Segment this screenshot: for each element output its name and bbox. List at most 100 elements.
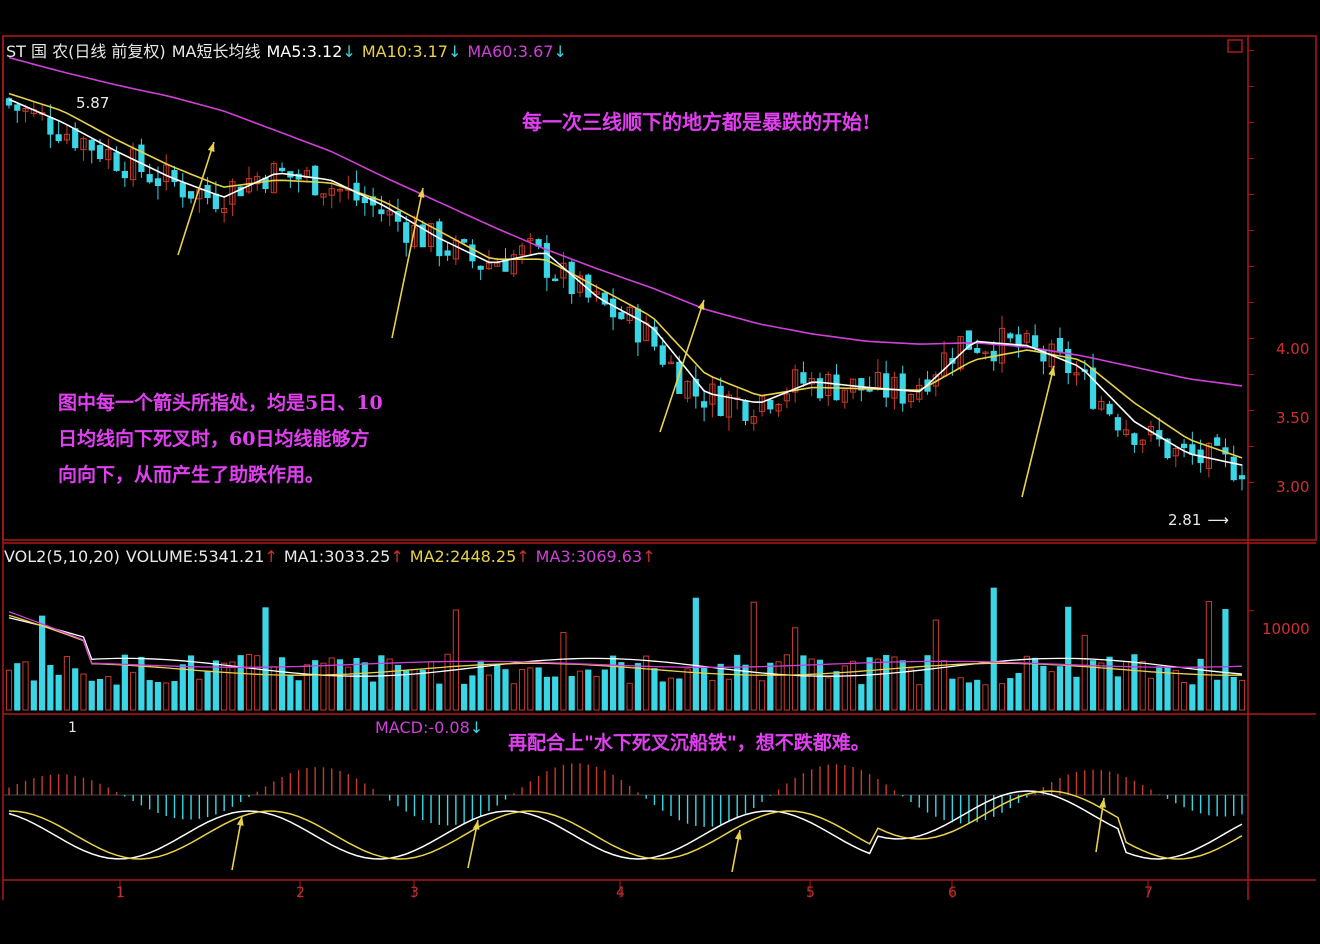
volume-up-bar (626, 682, 633, 711)
volume-down-bar (394, 664, 402, 711)
up-candle (328, 188, 335, 196)
up-candle (684, 380, 691, 399)
down-candle (1007, 333, 1014, 339)
volume-down-bar (816, 659, 824, 711)
price-tick: 3.00 (1276, 478, 1310, 496)
volume-up-bar (775, 661, 782, 711)
volume-up-bar (667, 677, 675, 711)
up-candle (825, 373, 832, 397)
down-candle (5, 98, 13, 106)
volume-down-bar (403, 670, 410, 711)
volume-up-bar (998, 683, 1006, 711)
volume-ma3-line (8, 611, 1243, 668)
window-restore-icon (1227, 39, 1243, 53)
volume-up-bar (940, 660, 948, 711)
volume-up-bar (1123, 661, 1130, 711)
macd-dif-line (8, 790, 1243, 860)
volume-up-bar (22, 661, 29, 711)
volume-up-bar (510, 683, 517, 711)
up-candle (1172, 448, 1179, 457)
volume-down-bar (601, 669, 608, 711)
volume-up-bar (229, 661, 236, 711)
volume-down-bar (72, 668, 79, 711)
volume-up-bar (841, 665, 848, 711)
down-candle (187, 191, 195, 199)
volume-up-bar (130, 671, 137, 711)
volume-down-bar (1214, 679, 1221, 711)
ma5-down-icon: ↓ (342, 42, 356, 61)
vol-ma2-value: MA2:2448.25 (409, 547, 517, 566)
volume-tick: 10000 (1262, 620, 1310, 638)
volume-down-bar (924, 655, 931, 711)
down-candle (444, 250, 451, 256)
volume-up-bar (386, 658, 393, 711)
volume-down-bar (278, 657, 286, 711)
volume-down-bar (336, 659, 344, 711)
down-candle (767, 399, 774, 410)
up-candle (320, 193, 327, 198)
volume-up-bar (328, 657, 335, 711)
up-candle (1139, 439, 1146, 445)
up-candle (386, 210, 393, 216)
macd-header: MACD:-0.08↓ (375, 718, 489, 737)
volume-up-bar (1180, 681, 1188, 711)
macd-death-cross-arrow-head (472, 820, 480, 830)
vol-ma3-up-icon: ↑ (642, 547, 656, 566)
volume-up-bar (825, 677, 832, 711)
low-price-arrow-icon: ⟶ (1207, 511, 1229, 529)
down-candle (1238, 475, 1246, 480)
up-candle (1205, 442, 1212, 469)
volume-down-bar (1164, 667, 1171, 711)
high-price-label: 5.87 (76, 94, 110, 112)
up-candle (527, 238, 534, 242)
volume-up-bar (709, 679, 716, 711)
death-cross-arrow-head (697, 300, 705, 310)
date-tick: 7 (1144, 885, 1153, 901)
volume-down-bar (767, 662, 774, 711)
volume-down-bar (1089, 660, 1097, 711)
volume-up-bar (1139, 661, 1146, 711)
volume-up-bar (105, 676, 112, 711)
down-candle (461, 239, 468, 243)
up-candle (105, 149, 112, 161)
volume-up-bar (1147, 677, 1155, 711)
ma5-value: MA5:3.12 (266, 42, 343, 61)
up-candle (336, 188, 344, 192)
down-candle (651, 326, 658, 347)
volume-down-bar (676, 678, 683, 711)
date-tick: 3 (410, 885, 419, 901)
death-cross-arrow-head (1048, 366, 1056, 376)
up-candle (907, 393, 915, 403)
down-candle (1180, 443, 1188, 449)
up-candle (775, 403, 782, 412)
up-candle (221, 207, 228, 214)
ma5-line (8, 98, 1243, 466)
volume-down-bar (237, 655, 244, 711)
volume-up-bar (808, 658, 815, 711)
volume-down-bar (47, 664, 54, 711)
volume-up-bar (684, 668, 691, 711)
volume-up-bar (320, 662, 327, 711)
macd-down-icon: ↓ (469, 718, 484, 737)
volume-up-bar (80, 673, 87, 711)
volume-up-bar (5, 669, 13, 711)
up-candle (1023, 332, 1030, 343)
volume-up-bar (221, 662, 228, 711)
death-cross-arrow (391, 187, 424, 339)
down-candle (1131, 433, 1138, 445)
up-candle (510, 254, 517, 275)
volume-down-bar (1032, 657, 1039, 711)
volume-up-bar (345, 666, 352, 711)
ma10-down-icon: ↓ (447, 42, 462, 61)
price-header: ST 国 农(日线 前复权) MA短长均线 MA5:3.12↓ MA10:3.17↓ M… (6, 38, 573, 62)
down-candle (14, 104, 21, 111)
down-candle (618, 312, 625, 320)
down-candle (701, 401, 708, 408)
volume-down-bar (609, 655, 617, 711)
volume-down-bar (1189, 684, 1196, 711)
volume-down-bar (1056, 666, 1064, 711)
volume-down-bar (378, 655, 385, 711)
indicator-name: MA短长均线 (171, 42, 261, 61)
volume-up-bar (792, 627, 799, 711)
